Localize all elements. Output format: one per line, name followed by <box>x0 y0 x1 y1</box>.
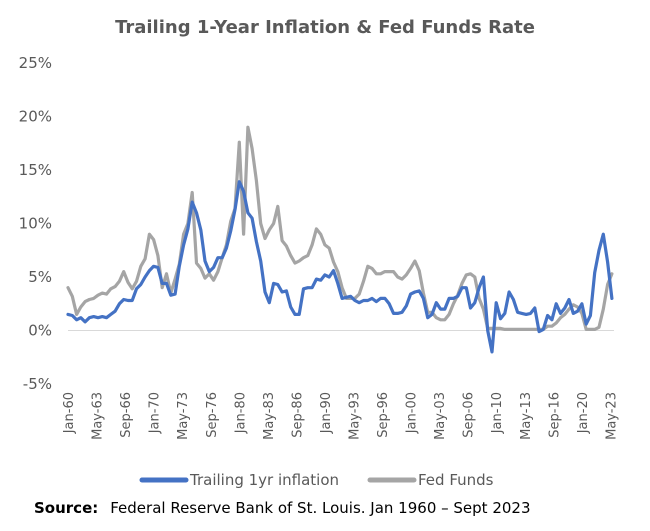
chart-title: Trailing 1-Year Inflation & Fed Funds Ra… <box>115 17 535 38</box>
y-tick-label: 20% <box>19 108 52 126</box>
x-tick-label: May-63 <box>91 392 106 440</box>
x-tick-label: Jan-60 <box>62 392 77 434</box>
x-tick-label: Sep-16 <box>547 392 562 438</box>
legend-label: Trailing 1yr inflation <box>189 471 339 489</box>
y-tick-label: 15% <box>19 161 52 179</box>
source-text: Federal Reserve Bank of St. Louis. Jan 1… <box>110 499 530 517</box>
x-tick-label: May-23 <box>604 392 619 440</box>
x-tick-label: Jan-90 <box>319 392 334 434</box>
legend: Trailing 1yr inflation Fed Funds <box>139 471 494 489</box>
x-tick-label: Jan-00 <box>405 392 420 434</box>
series-layer <box>66 125 614 354</box>
x-tick-label: Sep-66 <box>119 392 134 438</box>
x-tick-label: May-93 <box>347 392 362 440</box>
x-tick-label: May-83 <box>262 392 277 440</box>
x-tick-label: Sep-76 <box>205 392 220 438</box>
x-tick-label: Jan-10 <box>490 392 505 434</box>
x-tick-label: May-73 <box>176 392 191 440</box>
y-tick-label: -5% <box>23 375 52 393</box>
series-line-fed-funds <box>66 125 614 331</box>
y-tick-label: 0% <box>28 322 52 340</box>
series-line-trailing-1yr-inflation <box>66 180 614 354</box>
x-tick-label: May-03 <box>433 392 448 440</box>
x-tick-label: Sep-96 <box>376 392 391 438</box>
legend-label: Fed Funds <box>418 471 494 489</box>
source-note: Source: Federal Reserve Bank of St. Louis… <box>34 499 531 517</box>
y-tick-label: 10% <box>19 215 52 233</box>
x-axis-ticks: Jan-60 May-63 Sep-66 Jan-70 May-73 Sep-76 Jan-… <box>62 392 619 440</box>
x-tick-label: Jan-80 <box>233 392 248 434</box>
y-tick-label: 5% <box>28 268 52 286</box>
source-label: Source: <box>34 499 98 517</box>
x-tick-label: May-13 <box>519 392 534 440</box>
x-tick-label: Sep-86 <box>290 392 305 438</box>
x-tick-label: Jan-20 <box>576 392 591 434</box>
y-tick-label: 25% <box>19 54 52 72</box>
x-tick-label: Sep-06 <box>462 392 477 438</box>
y-axis-ticks: -5% 0% 5% 10% 15% 20% 25% <box>19 54 52 393</box>
x-tick-label: Jan-70 <box>148 392 163 434</box>
